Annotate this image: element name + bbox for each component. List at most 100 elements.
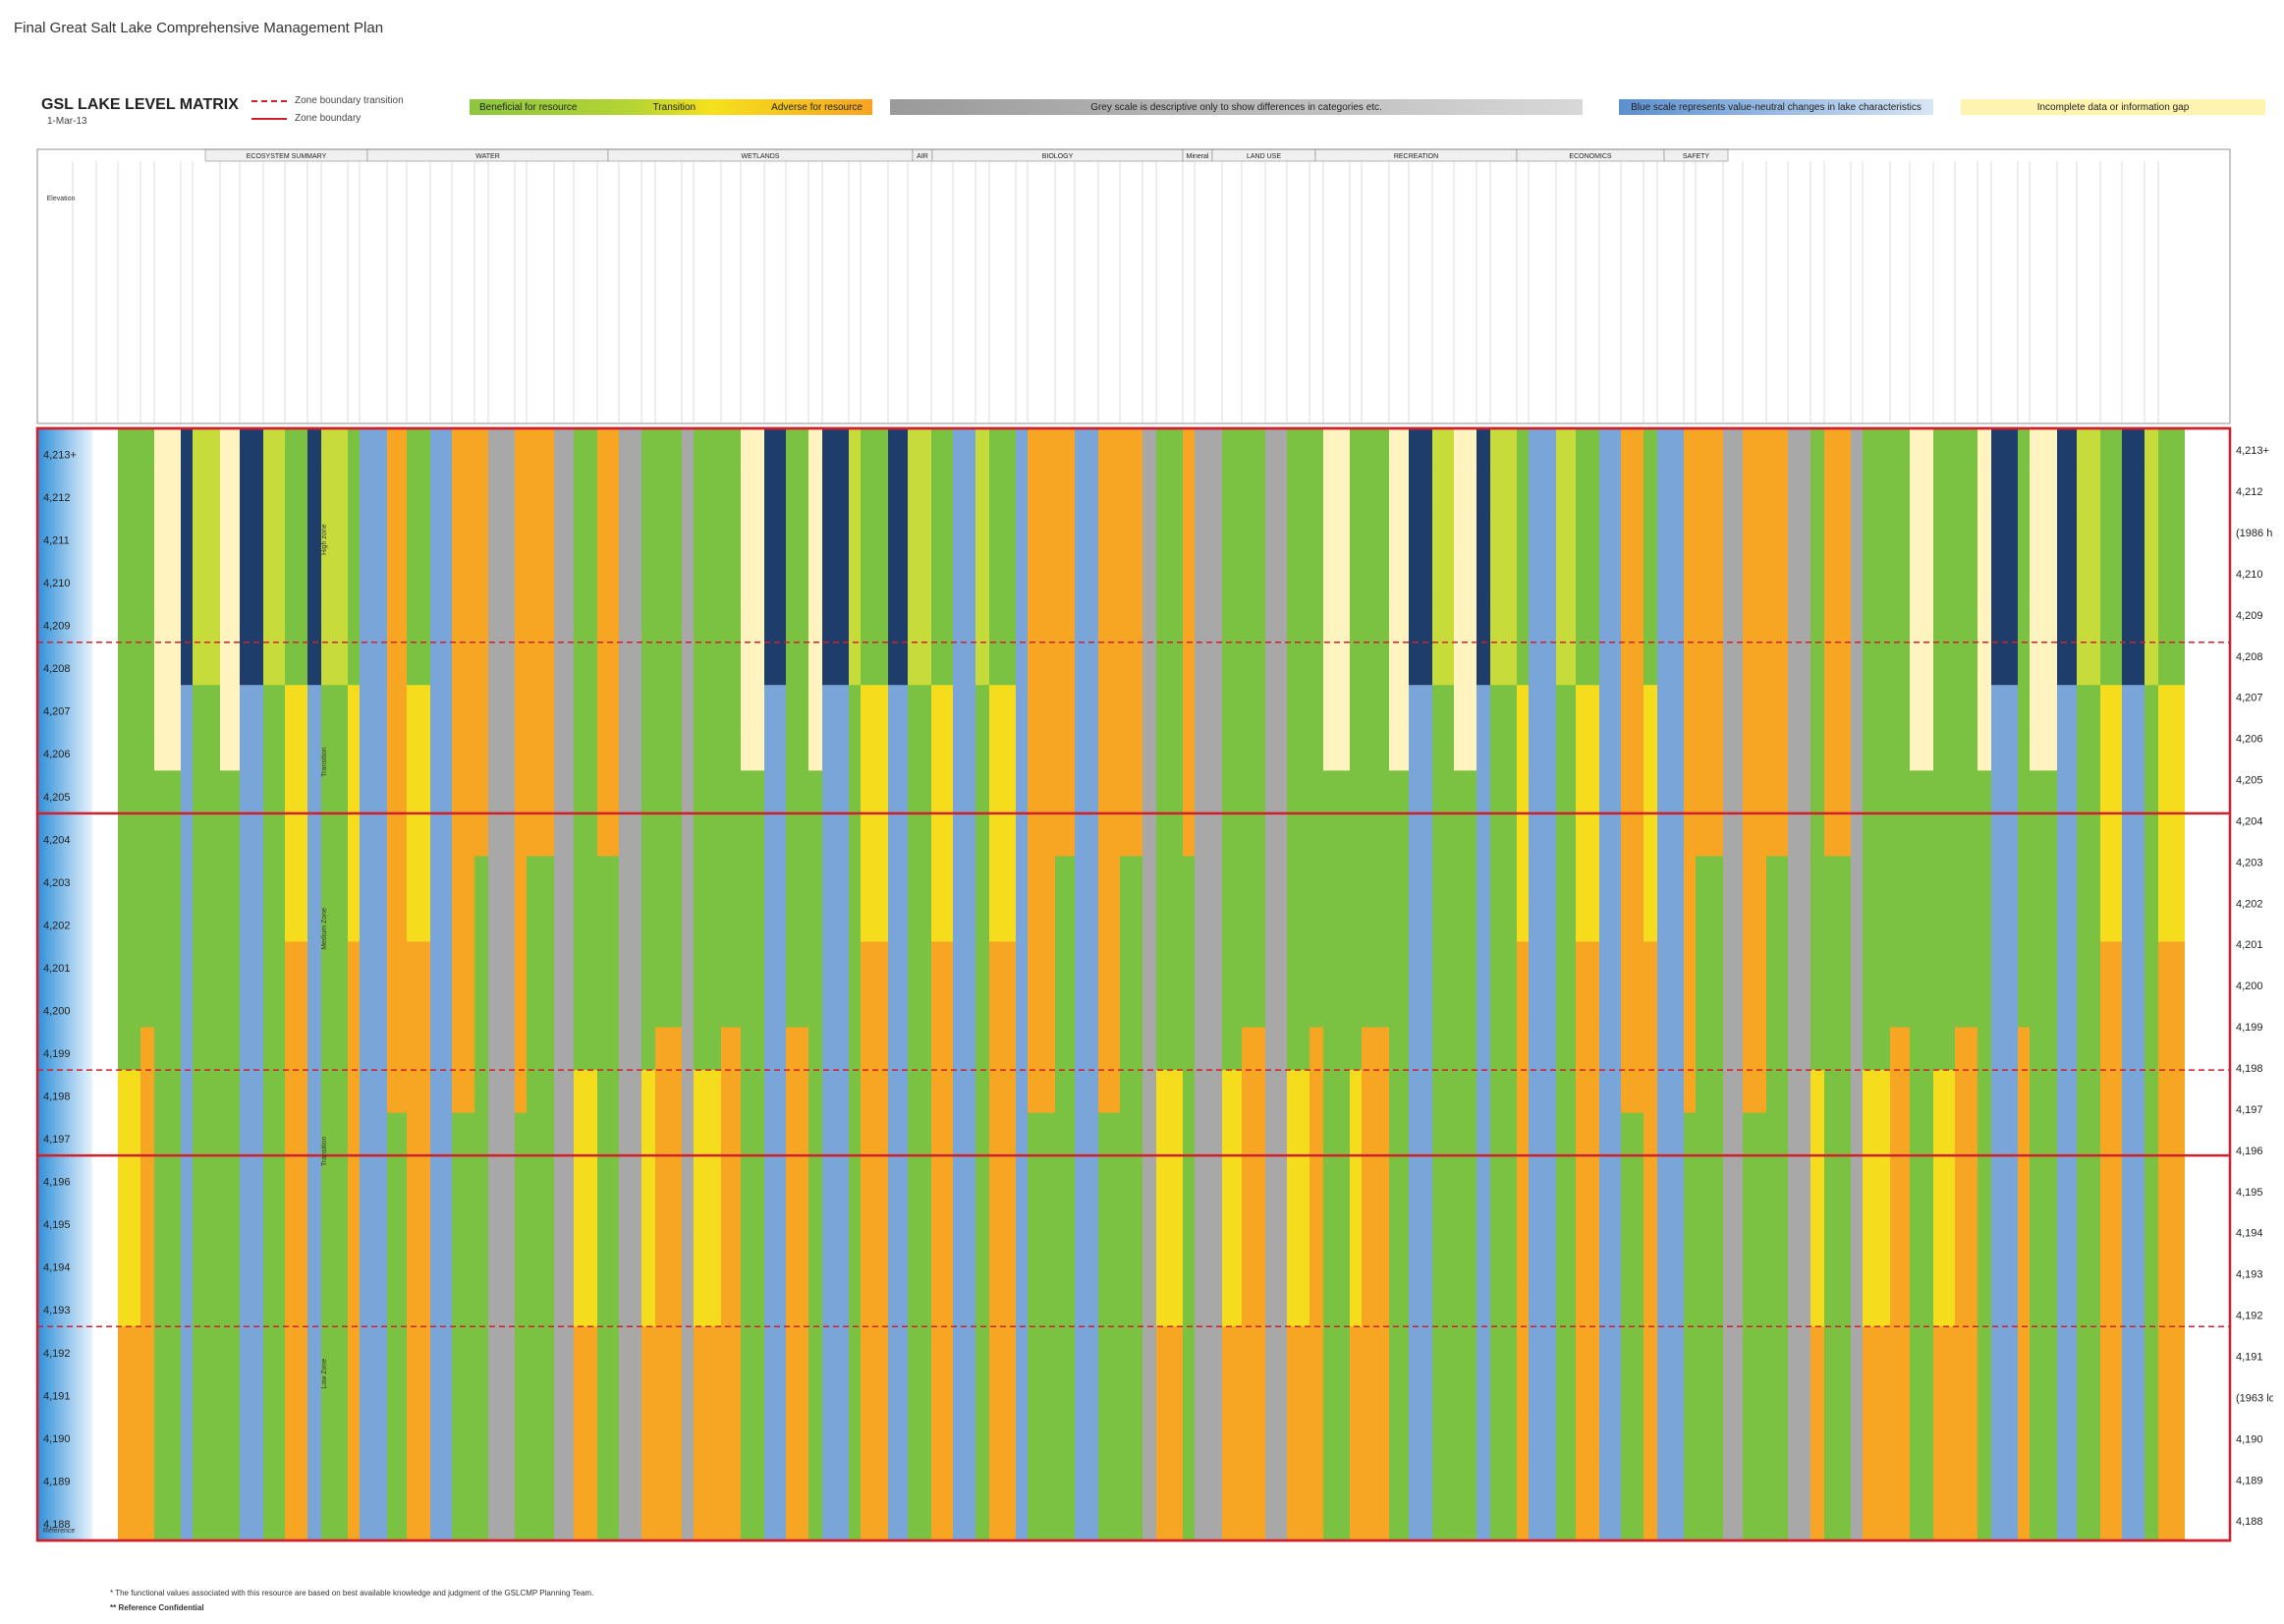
matrix-cell <box>1723 428 1743 473</box>
matrix-cell <box>554 599 574 644</box>
matrix-cell <box>721 599 741 644</box>
matrix-cell <box>1098 1283 1120 1327</box>
matrix-cell <box>1098 898 1120 942</box>
matrix-cell <box>488 1070 515 1114</box>
matrix-cell <box>263 770 285 814</box>
matrix-cell <box>140 941 154 985</box>
matrix-cell <box>619 984 641 1029</box>
matrix-cell <box>554 642 574 686</box>
matrix-cell <box>861 1198 888 1242</box>
matrix-cell <box>140 1112 154 1156</box>
matrix-cell <box>1195 514 1222 558</box>
matrix-cell <box>1055 984 1075 1029</box>
matrix-cell <box>1978 1027 1991 1071</box>
matrix-cell <box>285 471 307 515</box>
matrix-cell <box>1621 1283 1643 1327</box>
matrix-cell <box>154 770 181 814</box>
matrix-cell <box>1265 1241 1287 1285</box>
matrix-cell <box>721 1155 741 1200</box>
matrix-cell <box>1323 471 1350 515</box>
matrix-cell <box>1195 984 1222 1029</box>
matrix-cell <box>1362 1369 1389 1413</box>
matrix-cell <box>554 856 574 900</box>
matrix-cell <box>1978 1241 1991 1285</box>
matrix-cell <box>1409 941 1432 985</box>
matrix-cell <box>721 1241 741 1285</box>
matrix-cell <box>1890 1198 1910 1242</box>
matrix-cell <box>1657 727 1684 771</box>
matrix-cell <box>387 1369 407 1413</box>
matrix-cell <box>1222 1070 1242 1114</box>
matrix-cell <box>527 1412 554 1456</box>
matrix-cell <box>1517 1497 1529 1541</box>
matrix-cell <box>597 556 619 600</box>
matrix-cell <box>1657 770 1684 814</box>
matrix-cell <box>908 1497 931 1541</box>
matrix-cell <box>285 812 307 857</box>
matrix-cell <box>1265 984 1287 1029</box>
matrix-cell <box>1490 1070 1517 1114</box>
matrix-cell <box>2018 471 2030 515</box>
matrix-cell <box>1766 1241 1788 1285</box>
matrix-cell <box>515 941 527 985</box>
matrix-cell <box>1684 1155 1696 1200</box>
matrix-cell <box>2077 727 2100 771</box>
matrix-cell <box>118 1155 140 1200</box>
matrix-cell <box>1810 599 1824 644</box>
matrix-cell <box>1195 1283 1222 1327</box>
matrix-cell <box>1766 1155 1788 1200</box>
matrix-cell <box>2018 599 2030 644</box>
matrix-cell <box>682 1454 694 1498</box>
matrix-cell <box>1265 1027 1287 1071</box>
matrix-cell <box>1890 599 1910 644</box>
matrix-cell <box>2145 1326 2158 1371</box>
matrix-cell <box>1142 1326 1156 1371</box>
matrix-cell <box>360 812 387 857</box>
matrix-cell <box>263 642 285 686</box>
matrix-cell <box>1696 642 1723 686</box>
matrix-cell <box>1684 727 1696 771</box>
matrix-cell <box>1362 1198 1389 1242</box>
matrix-cell <box>597 1198 619 1242</box>
matrix-cell <box>721 1369 741 1413</box>
matrix-cell <box>1028 428 1055 473</box>
matrix-cell <box>1454 727 1476 771</box>
matrix-cell <box>1476 1070 1490 1114</box>
matrix-cell <box>764 514 786 558</box>
matrix-cell <box>2100 1412 2122 1456</box>
matrix-cell <box>452 642 474 686</box>
matrix-cell <box>407 514 430 558</box>
matrix-cell <box>1657 1027 1684 1071</box>
matrix-cell <box>1016 1497 1028 1541</box>
matrix-cell <box>1242 1241 1265 1285</box>
matrix-cell <box>488 812 515 857</box>
matrix-cell <box>307 514 321 558</box>
matrix-cell <box>822 1112 849 1156</box>
matrix-cell <box>220 856 240 900</box>
matrix-cell <box>2145 984 2158 1029</box>
matrix-cell <box>741 1412 764 1456</box>
matrix-cell <box>474 1283 488 1327</box>
matrix-cell <box>721 898 741 942</box>
matrix-cell <box>220 727 240 771</box>
matrix-cell <box>861 856 888 900</box>
matrix-cell <box>554 812 574 857</box>
matrix-cell <box>1120 727 1142 771</box>
matrix-cell <box>263 1155 285 1200</box>
matrix-cell <box>1098 642 1120 686</box>
matrix-cell <box>1766 471 1788 515</box>
matrix-cell <box>1028 812 1055 857</box>
matrix-cell <box>407 1198 430 1242</box>
matrix-cell <box>193 556 220 600</box>
matrix-cell <box>1242 812 1265 857</box>
matrix-cell <box>1016 685 1028 729</box>
matrix-cell <box>1863 770 1890 814</box>
matrix-cell <box>527 471 554 515</box>
matrix-cell <box>1454 1155 1476 1200</box>
matrix-cell <box>387 1070 407 1114</box>
matrix-cell <box>474 1070 488 1114</box>
matrix-cell <box>1723 1454 1743 1498</box>
matrix-cell <box>975 1497 989 1541</box>
matrix-cell <box>307 1497 321 1541</box>
matrix-cell <box>1643 642 1657 686</box>
